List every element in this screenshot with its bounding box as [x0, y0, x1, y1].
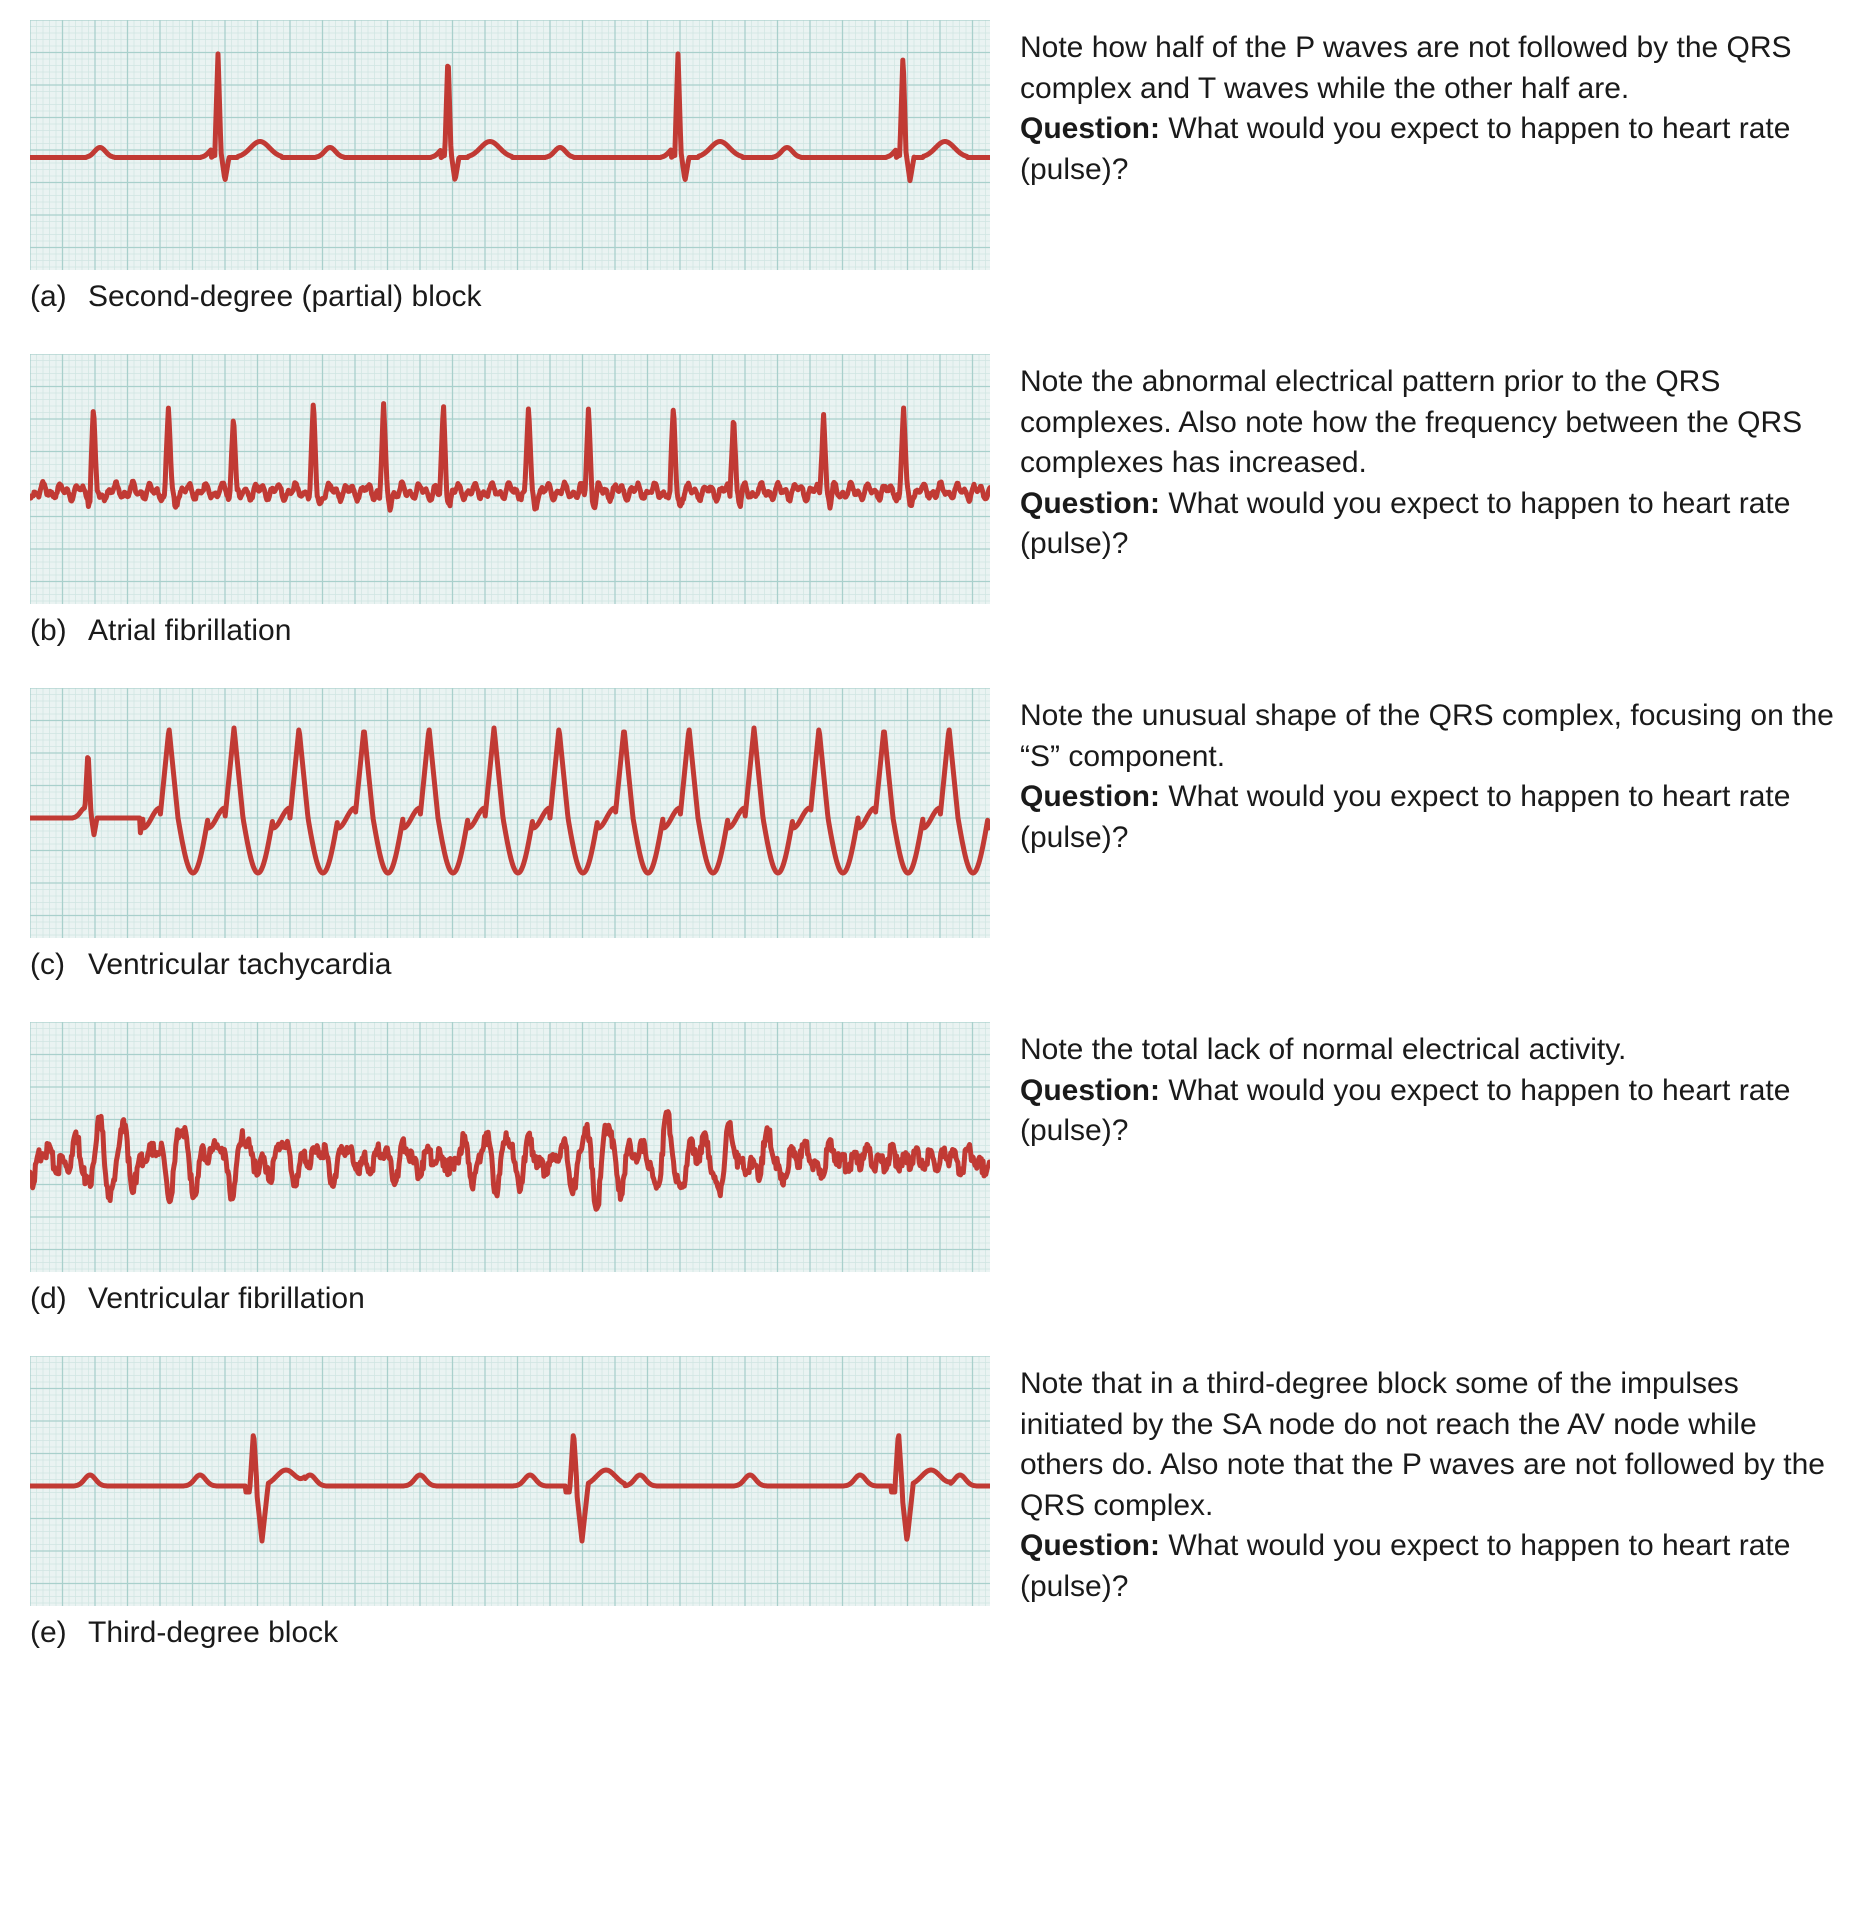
question-label: Question: — [1020, 487, 1160, 520]
panel-title: Ventricular fibrillation — [88, 1282, 365, 1315]
ecg-strip — [30, 1022, 990, 1272]
ecg-strip — [30, 20, 990, 270]
panel-caption: (a)Second-degree (partial) block — [30, 280, 990, 314]
ecg-figure: (a)Second-degree (partial) block Note how… — [30, 20, 1843, 1650]
panel-desc-text: Note the abnormal electrical pattern pri… — [1020, 365, 1802, 479]
panel-letter: (b) — [30, 614, 88, 648]
ecg-panel-row: (e)Third-degree block Note that in a thir… — [30, 1356, 1843, 1650]
panel-title: Second-degree (partial) block — [88, 280, 482, 313]
ecg-panel-row: (d)Ventricular fibrillation Note the tota… — [30, 1022, 1843, 1316]
ecg-panel-row: (c)Ventricular tachycardia Note the unusu… — [30, 688, 1843, 982]
panel-title: Third-degree block — [88, 1616, 338, 1649]
ecg-panel-row: (a)Second-degree (partial) block Note how… — [30, 20, 1843, 314]
question-label: Question: — [1020, 112, 1160, 145]
panel-title: Atrial fibrillation — [88, 614, 291, 647]
panel-desc-text: Note the unusual shape of the QRS comple… — [1020, 699, 1834, 773]
question-label: Question: — [1020, 780, 1160, 813]
ecg-strip — [30, 354, 990, 604]
panel-letter: (e) — [30, 1616, 88, 1650]
panel-description: Note how half of the P waves are not fol… — [1020, 20, 1843, 190]
ecg-strip — [30, 688, 990, 938]
panel-description: Note the abnormal electrical pattern pri… — [1020, 354, 1843, 565]
panel-letter: (a) — [30, 280, 88, 314]
ecg-panel-row: (b)Atrial fibrillation Note the abnormal … — [30, 354, 1843, 648]
ecg-strip — [30, 1356, 990, 1606]
question-label: Question: — [1020, 1529, 1160, 1562]
panel-description: Note that in a third-degree block some o… — [1020, 1356, 1843, 1607]
panel-desc-text: Note that in a third-degree block some o… — [1020, 1367, 1825, 1522]
panel-caption: (c)Ventricular tachycardia — [30, 948, 990, 982]
panel-caption: (d)Ventricular fibrillation — [30, 1282, 990, 1316]
panel-description: Note the total lack of normal electrical… — [1020, 1022, 1843, 1152]
panel-caption: (e)Third-degree block — [30, 1616, 990, 1650]
panel-caption: (b)Atrial fibrillation — [30, 614, 990, 648]
panel-description: Note the unusual shape of the QRS comple… — [1020, 688, 1843, 858]
panel-letter: (c) — [30, 948, 88, 982]
panel-title: Ventricular tachycardia — [88, 948, 392, 981]
panel-desc-text: Note the total lack of normal electrical… — [1020, 1033, 1626, 1066]
panel-desc-text: Note how half of the P waves are not fol… — [1020, 31, 1792, 105]
question-label: Question: — [1020, 1074, 1160, 1107]
panel-letter: (d) — [30, 1282, 88, 1316]
